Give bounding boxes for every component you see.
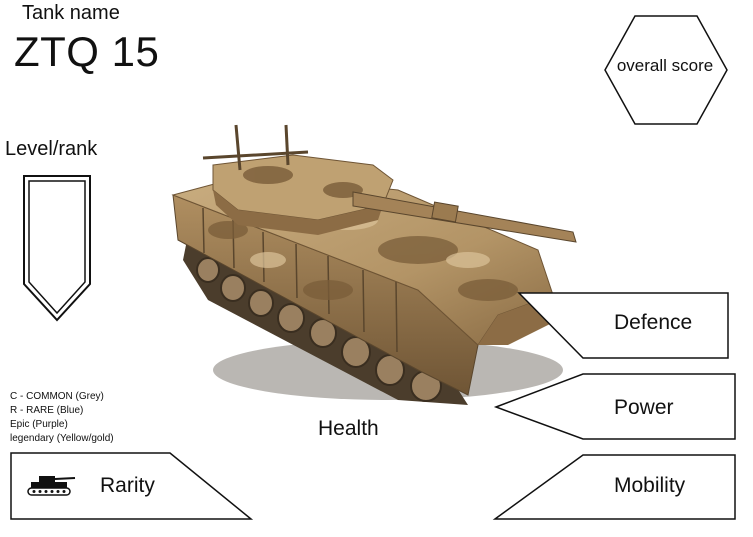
overall-score-hexagon-icon <box>603 14 729 126</box>
level-shield-icon <box>22 174 92 322</box>
rarity-legend-item: C - COMMON (Grey) <box>10 391 104 402</box>
tank-image <box>168 120 588 410</box>
overall-score-label: overall score <box>616 56 714 75</box>
rarity-legend-item: legendary (Yellow/gold) <box>10 433 114 444</box>
rarity-panel <box>10 452 254 520</box>
tank-icon <box>25 474 77 496</box>
power-label: Power <box>614 396 674 419</box>
mobility-label: Mobility <box>614 474 686 497</box>
level-rank-label: Level/rank <box>5 138 98 160</box>
tank-name-title: ZTQ 15 <box>14 28 160 75</box>
rarity-legend: C - COMMON (Grey) R - RARE (Blue) Epic (… <box>10 390 114 446</box>
tank-name-label: Tank name <box>22 2 120 24</box>
mobility-panel <box>492 454 736 520</box>
rarity-legend-item: Epic (Purple) <box>10 419 68 430</box>
rarity-label: Rarity <box>100 474 155 497</box>
power-panel <box>493 373 736 440</box>
defence-label: Defence <box>614 311 693 334</box>
rarity-legend-item: R - RARE (Blue) <box>10 405 84 416</box>
defence-panel <box>517 292 729 359</box>
health-label: Health <box>318 417 379 440</box>
